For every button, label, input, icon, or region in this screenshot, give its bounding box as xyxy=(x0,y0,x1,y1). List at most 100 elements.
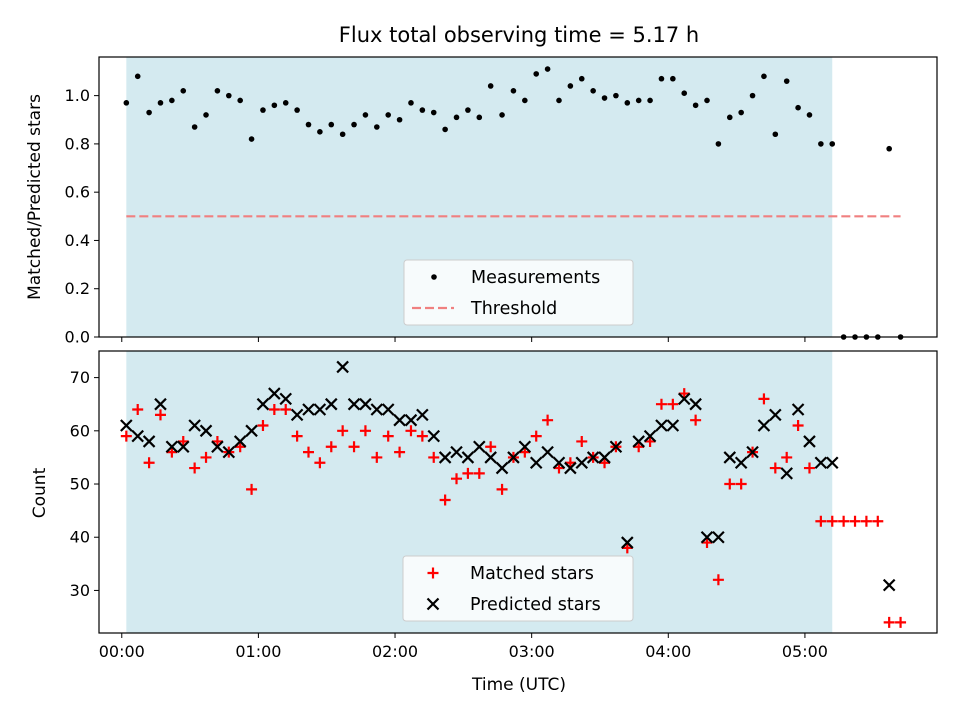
matched-star-point xyxy=(530,430,542,442)
count-panel: 30 40 50 60 70 00:00 01:00 02:00 03:00 04:00 05:00… xyxy=(70,350,938,661)
predicted-star-point xyxy=(712,530,725,544)
measurement-point xyxy=(203,112,209,118)
measurement-point xyxy=(726,114,733,121)
matched-star-point xyxy=(849,515,861,527)
predicted-star-point xyxy=(746,445,759,459)
measurement-point xyxy=(328,121,335,128)
measurement-point xyxy=(294,107,300,113)
predicted-star-point xyxy=(575,456,589,470)
y-tick-label: 0.8 xyxy=(65,134,90,153)
plot-frame xyxy=(98,56,938,338)
matched-star-point xyxy=(325,441,337,453)
measurement-point xyxy=(806,112,813,118)
ratio-y-axis-label: Matched/Predicted stars xyxy=(25,94,45,300)
matched-star-point xyxy=(803,462,815,474)
matched-star-point xyxy=(177,435,189,447)
measurement-point xyxy=(556,97,562,104)
matched-star-point xyxy=(337,425,349,437)
measurement-point xyxy=(544,66,551,72)
predicted-star-point xyxy=(643,429,657,443)
ratio-panel: 0.0 0.2 0.4 0.6 0.8 1.0 Measurements Threshold xyxy=(65,56,938,347)
matched-star-point xyxy=(268,404,280,416)
measurement-point xyxy=(886,145,892,152)
matched-star-point xyxy=(542,414,554,426)
predicted-star-point xyxy=(734,456,748,470)
matched-star-point xyxy=(291,430,303,442)
legend-label: Predicted stars xyxy=(470,595,601,615)
measurement-point xyxy=(271,102,278,109)
matched-star-point xyxy=(246,483,258,495)
matched-star-point xyxy=(314,457,326,469)
matched-star-point xyxy=(633,441,645,453)
measurement-point xyxy=(465,107,471,113)
legend-label: Matched stars xyxy=(470,564,594,584)
y-tick-label: 0.0 xyxy=(65,328,90,347)
predicted-star-point xyxy=(700,530,714,544)
matched-star-point xyxy=(826,515,838,527)
predicted-star-point xyxy=(825,456,839,470)
predicted-star-point xyxy=(427,429,441,443)
measurement-point xyxy=(772,131,779,138)
matched-star-point xyxy=(473,467,485,479)
matched-star-point xyxy=(405,425,417,437)
matched-star-point xyxy=(781,451,793,463)
predicted-star-point xyxy=(438,451,452,464)
predicted-star-point xyxy=(131,429,144,443)
measurement-point xyxy=(601,95,608,101)
measurement-point xyxy=(624,100,631,106)
y-tick-label: 0.4 xyxy=(65,231,90,250)
predicted-star-point xyxy=(154,397,167,411)
measurement-point xyxy=(123,100,130,106)
matched-star-point xyxy=(576,435,588,447)
predicted-star-point xyxy=(199,424,213,438)
measurement-point xyxy=(704,97,710,104)
predicted-star-point xyxy=(791,403,805,416)
matched-star-point xyxy=(815,515,827,527)
measurement-point xyxy=(647,97,653,104)
legend-plus-swatch xyxy=(427,567,439,579)
legend-label: Threshold xyxy=(470,299,557,319)
legend-box xyxy=(403,259,634,326)
predicted-star-point xyxy=(541,445,554,459)
predicted-star-point xyxy=(666,419,680,432)
predicted-star-point xyxy=(324,397,338,411)
measurement-point xyxy=(180,87,187,94)
measurement-point xyxy=(510,87,517,94)
matched-star-point xyxy=(359,425,371,437)
matched-star-point xyxy=(838,515,850,527)
measurement-point xyxy=(487,83,494,89)
x-tick-label: 05:00 xyxy=(782,642,828,661)
predicted-star-point xyxy=(256,397,270,411)
matched-star-point xyxy=(439,494,451,506)
y-tick-label: 30 xyxy=(70,581,90,600)
measurement-point xyxy=(408,100,414,106)
predicted-star-point xyxy=(484,451,497,464)
predicted-star-point xyxy=(359,397,372,411)
measurement-point xyxy=(134,73,141,80)
matched-star-point xyxy=(758,393,770,405)
matched-star-point xyxy=(655,398,667,410)
matched-star-point xyxy=(872,515,884,527)
matched-star-point xyxy=(690,414,702,426)
x-tick-label: 02:00 xyxy=(372,642,418,661)
matched-star-point xyxy=(257,419,269,431)
predicted-star-point xyxy=(233,435,247,448)
measurement-point xyxy=(260,107,266,113)
matched-star-point xyxy=(120,430,132,442)
matched-star-point xyxy=(724,478,736,490)
measurement-point xyxy=(396,116,403,123)
measurement-point xyxy=(237,97,243,104)
measurement-point xyxy=(317,129,323,135)
predicted-star-point xyxy=(370,403,384,416)
plot-frame xyxy=(98,350,938,634)
matched-star-point xyxy=(143,457,155,469)
measurement-point xyxy=(385,112,392,118)
legend-x-swatch xyxy=(426,597,440,611)
matched-star-point xyxy=(701,537,713,549)
predicted-star-point xyxy=(655,419,668,432)
measurement-point xyxy=(453,114,460,121)
x-tick-label: 03:00 xyxy=(509,642,555,661)
matched-star-point xyxy=(280,404,292,416)
legend-label: Measurements xyxy=(471,268,600,288)
